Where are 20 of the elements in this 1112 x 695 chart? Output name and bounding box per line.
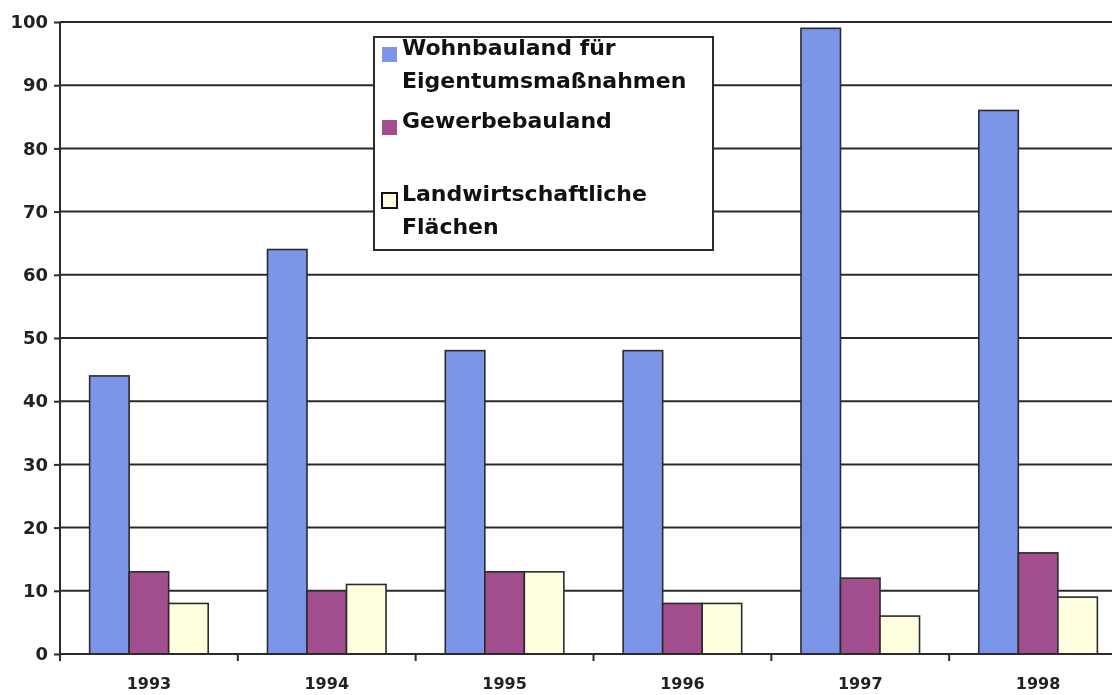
x-tick-label: 1995 (482, 674, 527, 693)
x-tick-label: 1997 (837, 674, 883, 693)
y-tick-label: 90 (22, 74, 48, 96)
y-tick-label: 50 (22, 327, 48, 349)
x-tick-label: 1993 (126, 674, 172, 693)
y-tick-label: 40 (22, 390, 48, 412)
legend-label: Gewerbebauland (402, 108, 612, 133)
y-tick-label: 70 (22, 200, 48, 222)
x-tick-label: 1994 (304, 674, 350, 693)
legend-label: Wohnbauland für Eigentumsmaßnahmen (402, 35, 687, 93)
x-tick-label: 1996 (660, 674, 705, 693)
y-tick-label: 60 (22, 264, 48, 286)
y-tick-label: 10 (22, 580, 48, 602)
y-tick-label: 100 (10, 11, 48, 33)
legend-label: Landwirtschaftliche Flächen (402, 181, 647, 239)
y-tick-label: 30 (22, 453, 48, 475)
x-tick-label: 1998 (1015, 674, 1061, 693)
y-tick-label: 80 (22, 137, 48, 159)
y-tick-label: 20 (22, 516, 48, 538)
y-tick-label: 0 (35, 643, 48, 665)
